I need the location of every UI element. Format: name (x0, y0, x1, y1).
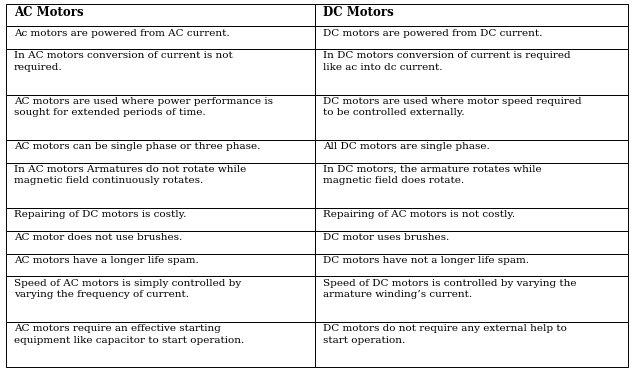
Text: In AC motors Armatures do not rotate while
magnetic field continuously rotates.: In AC motors Armatures do not rotate whi… (14, 165, 246, 186)
Bar (6, 231, 315, 254)
Text: In DC motors conversion of current is required
like ac into dc current.: In DC motors conversion of current is re… (323, 52, 571, 72)
Text: Repairing of AC motors is not costly.: Repairing of AC motors is not costly. (323, 210, 515, 220)
Bar (315, 254, 628, 276)
Text: AC motor does not use brushes.: AC motor does not use brushes. (14, 233, 182, 242)
Bar (315, 208, 628, 231)
Bar (315, 140, 628, 163)
Bar (315, 95, 628, 140)
Text: Ac motors are powered from AC current.: Ac motors are powered from AC current. (14, 29, 230, 38)
Text: In AC motors conversion of current is not
required.: In AC motors conversion of current is no… (14, 52, 233, 72)
Text: AC motors require an effective starting
equipment like capacitor to start operat: AC motors require an effective starting … (14, 324, 244, 345)
Text: DC motors do not require any external help to
start operation.: DC motors do not require any external he… (323, 324, 567, 345)
Bar (6, 4, 315, 26)
Text: Speed of AC motors is simply controlled by
varying the frequency of current.: Speed of AC motors is simply controlled … (14, 279, 241, 299)
Bar (315, 276, 628, 322)
Bar (315, 26, 628, 49)
Text: AC motors are used where power performance is
sought for extended periods of tim: AC motors are used where power performan… (14, 97, 273, 117)
Bar (6, 26, 315, 49)
Text: DC motors have not a longer life spam.: DC motors have not a longer life spam. (323, 256, 529, 265)
Bar (6, 322, 315, 367)
Text: All DC motors are single phase.: All DC motors are single phase. (323, 142, 489, 151)
Bar (315, 322, 628, 367)
Bar (315, 163, 628, 208)
Bar (6, 254, 315, 276)
Bar (6, 95, 315, 140)
Text: DC motors are used where motor speed required
to be controlled externally.: DC motors are used where motor speed req… (323, 97, 581, 117)
Text: AC motors have a longer life spam.: AC motors have a longer life spam. (14, 256, 198, 265)
Bar (315, 49, 628, 95)
Text: DC Motors: DC Motors (323, 6, 394, 19)
Text: AC Motors: AC Motors (14, 6, 84, 19)
Bar (6, 276, 315, 322)
Text: AC motors can be single phase or three phase.: AC motors can be single phase or three p… (14, 142, 261, 151)
Text: In DC motors, the armature rotates while
magnetic field does rotate.: In DC motors, the armature rotates while… (323, 165, 541, 186)
Bar (6, 49, 315, 95)
Bar (6, 208, 315, 231)
Bar (6, 163, 315, 208)
Text: Repairing of DC motors is costly.: Repairing of DC motors is costly. (14, 210, 186, 220)
Bar (6, 140, 315, 163)
Text: DC motors are powered from DC current.: DC motors are powered from DC current. (323, 29, 542, 38)
Bar (315, 231, 628, 254)
Text: Speed of DC motors is controlled by varying the
armature winding’s current.: Speed of DC motors is controlled by vary… (323, 279, 576, 299)
Bar (315, 4, 628, 26)
Text: DC motor uses brushes.: DC motor uses brushes. (323, 233, 449, 242)
